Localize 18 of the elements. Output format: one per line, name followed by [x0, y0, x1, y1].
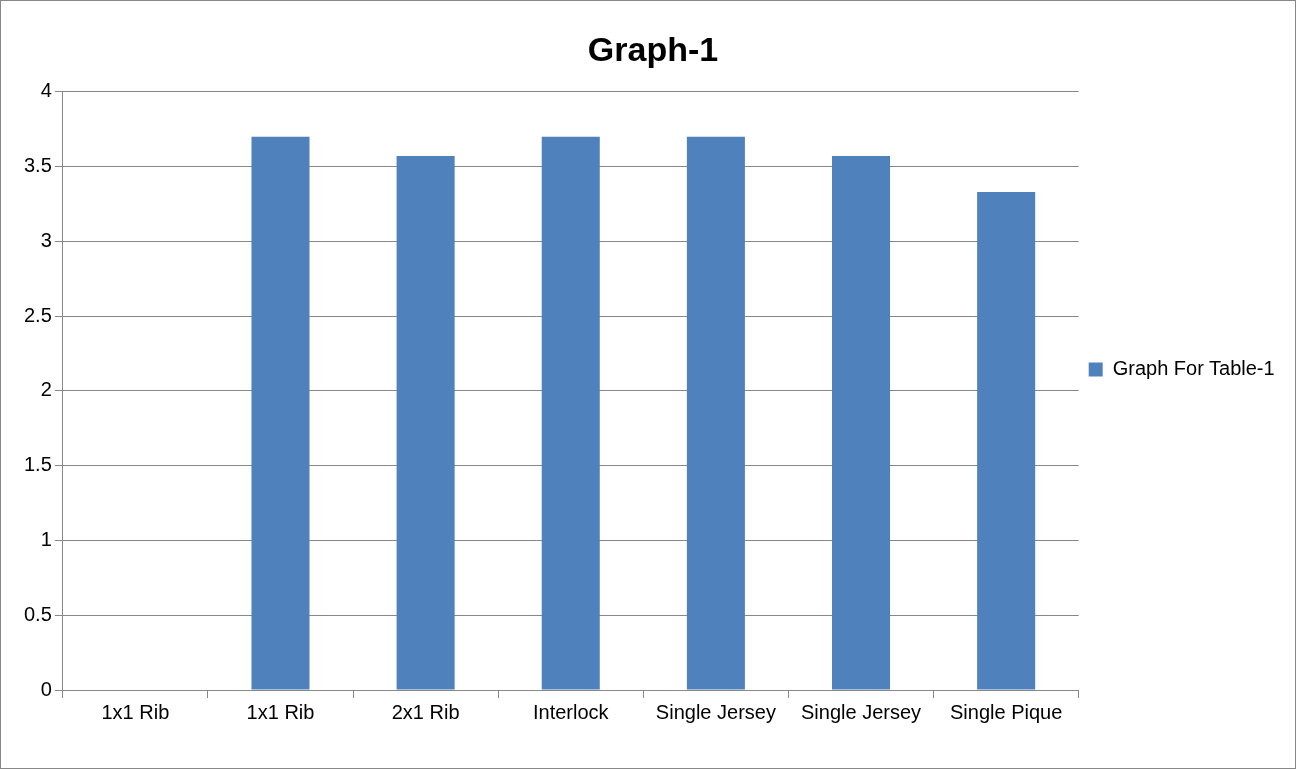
y-tick-label: 1.5 [23, 453, 52, 476]
y-tick-label: 1 [40, 527, 52, 550]
y-tick-label: 0 [40, 677, 52, 700]
legend-label: Graph For Table-1 [1112, 357, 1275, 380]
x-tick-label: Single Jersey [655, 700, 776, 723]
x-tick-label: 1x1 Rib [246, 700, 315, 723]
x-tick-label: 1x1 Rib [101, 700, 170, 723]
x-tick-label: Interlock [532, 700, 610, 723]
y-tick-label: 2.5 [23, 303, 52, 326]
y-tick-label: 3 [40, 228, 52, 251]
chart-title: Graph-1 [587, 29, 719, 68]
y-tick-label: 0.5 [23, 602, 52, 625]
x-tick-label: Single Jersey [800, 700, 922, 723]
x-tick-label: 2x1 Rib [391, 700, 460, 723]
y-tick-label: 2 [40, 378, 52, 401]
y-tick-label: 3.5 [23, 154, 52, 177]
x-tick-label: Single Pique [949, 700, 1063, 723]
y-tick-label: 4 [40, 79, 52, 102]
